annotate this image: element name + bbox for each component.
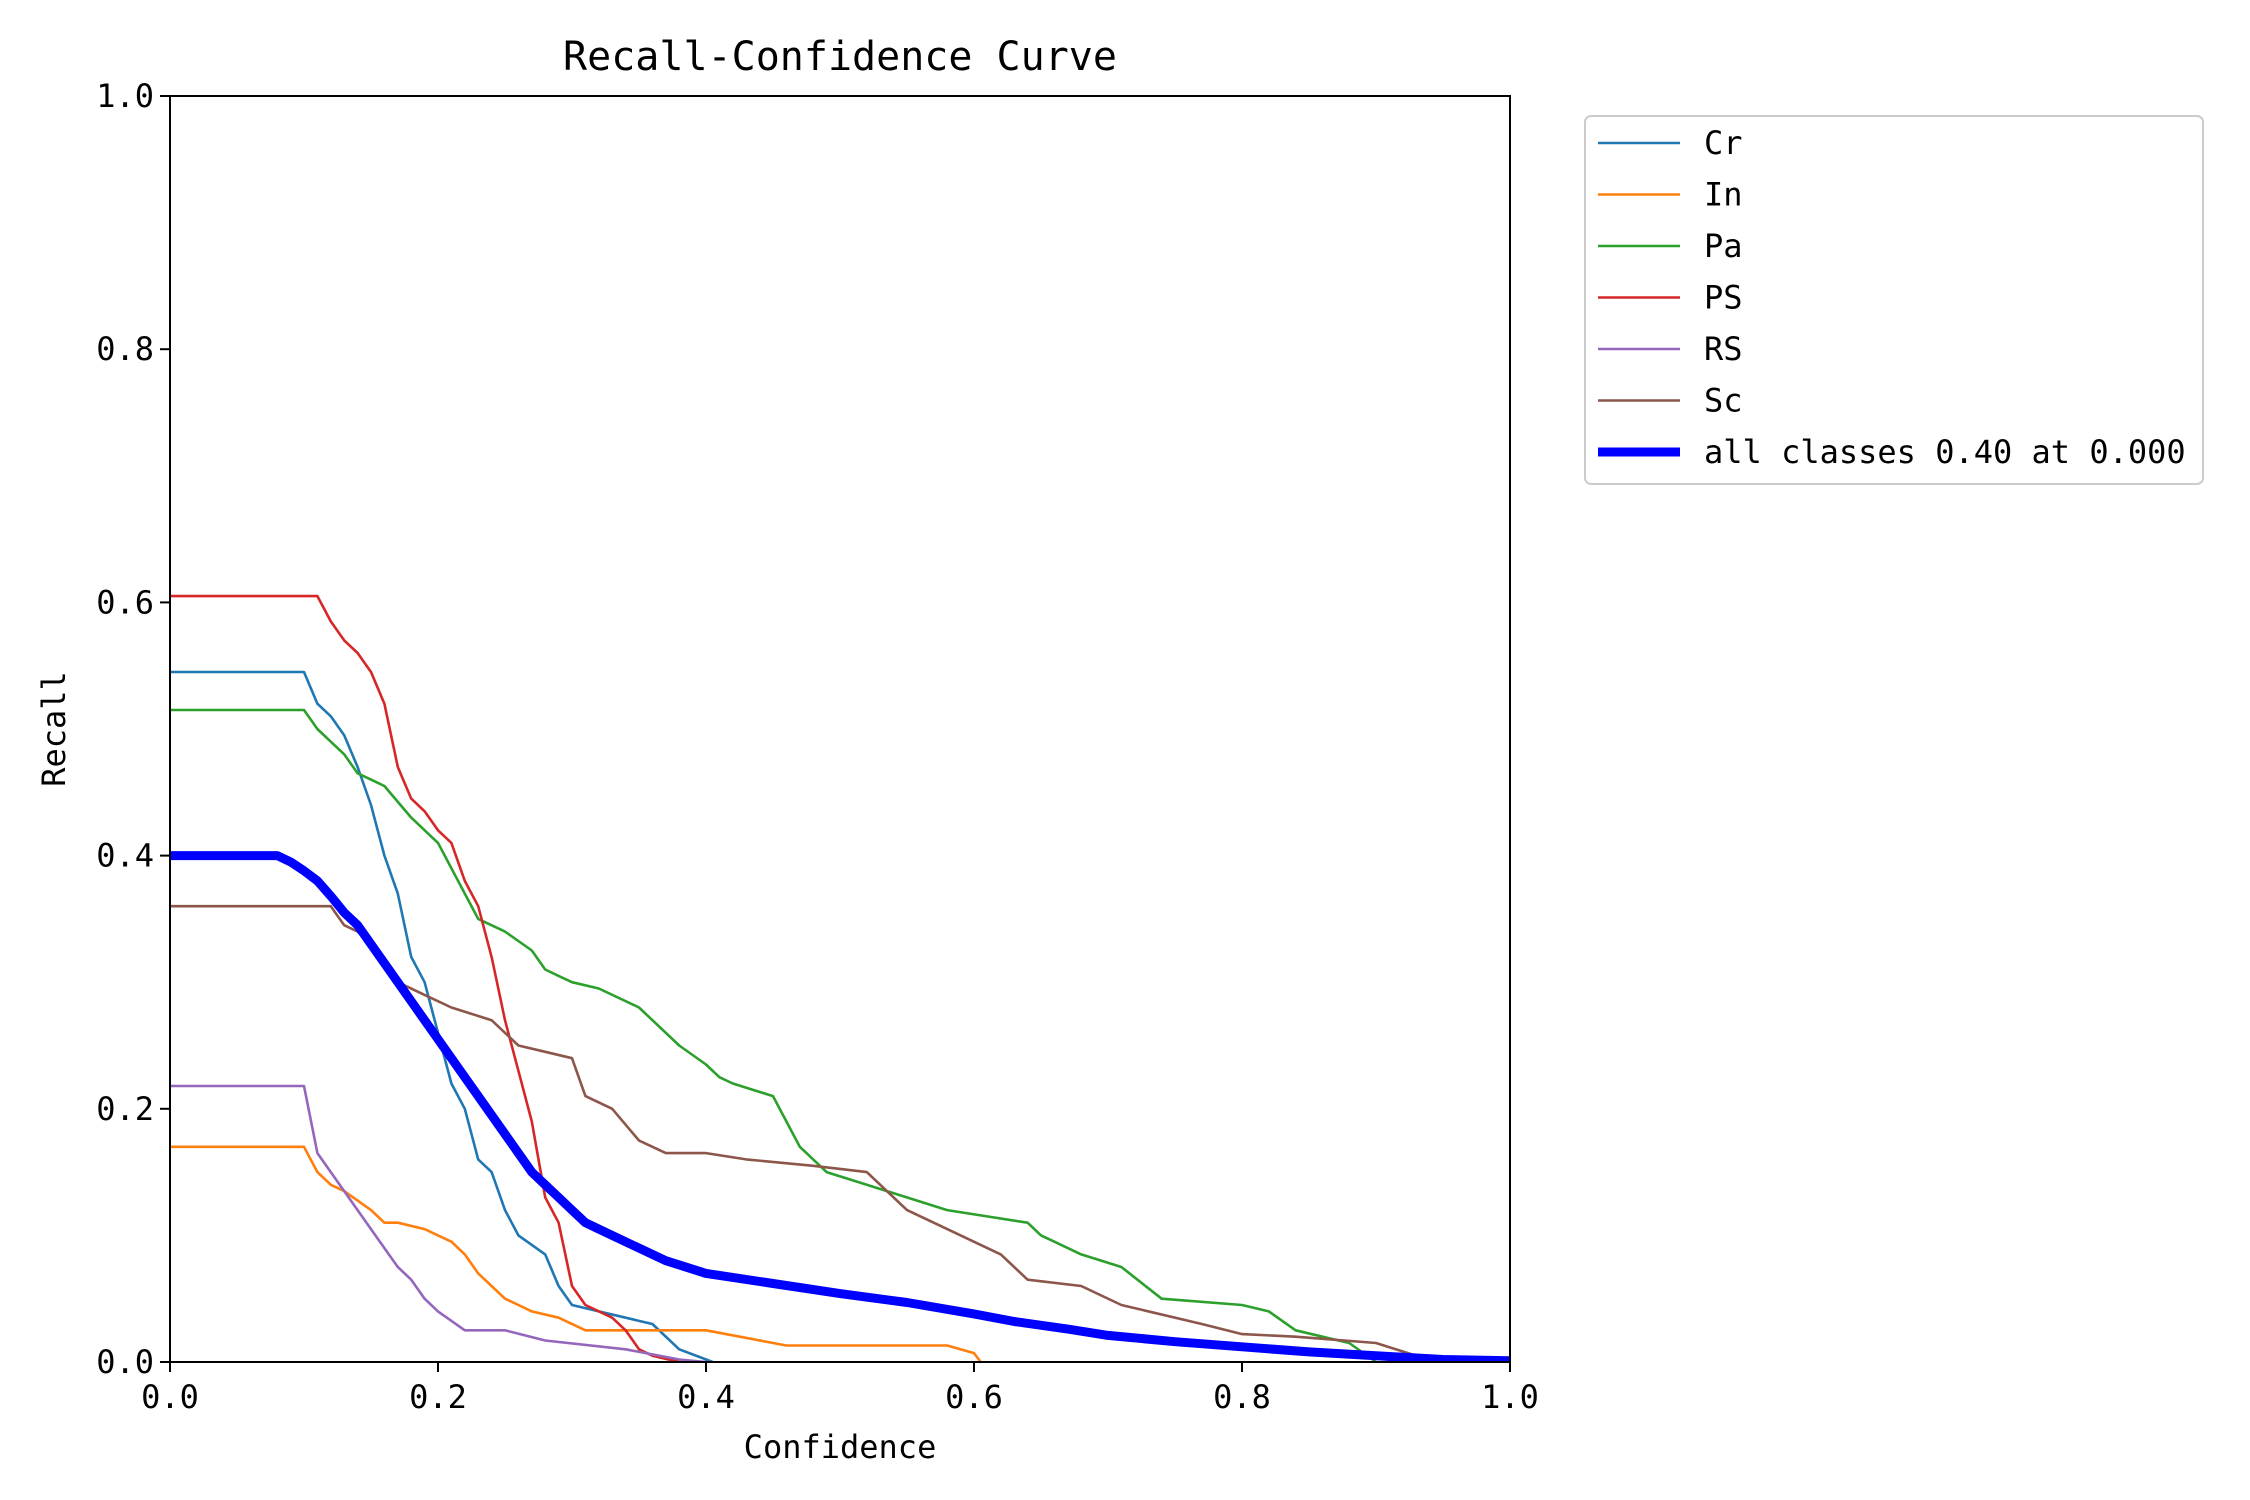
y-tick-label: 0.8 xyxy=(96,330,154,368)
x-axis: 0.0 0.2 0.4 0.6 0.8 1.0 xyxy=(141,1362,1539,1416)
legend-label-in: In xyxy=(1704,176,1743,214)
x-tick-label: 0.6 xyxy=(945,1378,1003,1416)
series-line-pa xyxy=(170,708,1377,1362)
x-tick-label: 1.0 xyxy=(1481,1378,1539,1416)
series-line-ps xyxy=(170,594,680,1362)
series-line-all xyxy=(170,851,1510,1362)
legend-label-rs: RS xyxy=(1704,330,1743,368)
series-line-cr xyxy=(170,670,714,1362)
series-line-rs xyxy=(170,1084,707,1362)
plot-area xyxy=(169,95,1511,1363)
y-tick-label: 0.0 xyxy=(96,1343,154,1381)
x-tick-label: 0.0 xyxy=(141,1378,199,1416)
plot-frame xyxy=(169,95,1511,1363)
x-tick-label: 0.2 xyxy=(409,1378,467,1416)
x-axis-label: Confidence xyxy=(744,1428,937,1466)
legend-label-ps: PS xyxy=(1704,279,1743,317)
legend-box xyxy=(1584,115,2204,485)
x-tick-label: 0.4 xyxy=(677,1378,735,1416)
x-tick-label: 0.8 xyxy=(1213,1378,1271,1416)
legend-entries: Cr In Pa PS RS Sc all classes 0.40 at 0.000 xyxy=(1598,124,2186,471)
y-tick-label: 0.2 xyxy=(96,1090,154,1128)
y-axis: 0.0 0.2 0.4 0.6 0.8 1.0 xyxy=(96,77,170,1381)
y-tick-label: 0.4 xyxy=(96,837,154,875)
chart-title: Recall-Confidence Curve xyxy=(563,34,1117,80)
y-axis-label: Recall xyxy=(35,671,73,787)
legend-label-pa: Pa xyxy=(1704,227,1743,265)
legend-label-all: all classes 0.40 at 0.000 xyxy=(1704,433,2186,471)
y-tick-label: 0.6 xyxy=(96,583,154,621)
series-layer xyxy=(170,594,1510,1362)
y-tick-label: 1.0 xyxy=(96,77,154,115)
legend-label-cr: Cr xyxy=(1704,124,1743,162)
legend: Cr In Pa PS RS Sc all classes 0.40 at 0.000 xyxy=(1584,115,2204,485)
legend-label-sc: Sc xyxy=(1704,382,1743,420)
